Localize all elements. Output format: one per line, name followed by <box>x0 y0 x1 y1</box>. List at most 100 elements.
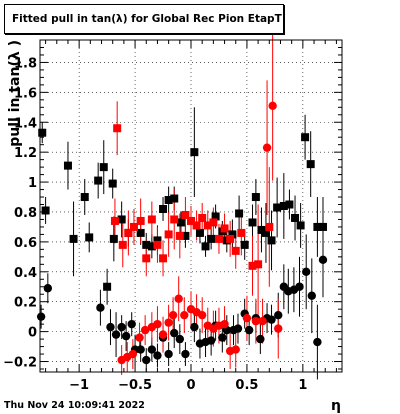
data-point-circle <box>168 310 178 320</box>
data-point-square <box>142 254 151 263</box>
data-point-square <box>285 200 294 209</box>
data-point-square <box>136 228 145 237</box>
data-point-square <box>136 216 145 225</box>
data-point-square <box>228 230 237 239</box>
data-point-square <box>211 212 220 221</box>
data-point-circle <box>153 351 162 360</box>
data-point-circle <box>158 330 168 339</box>
data-point-circle <box>197 310 207 320</box>
data-point-square <box>207 234 216 243</box>
data-point-square <box>291 213 300 222</box>
data-point-square <box>181 210 190 219</box>
data-point-circle <box>267 315 276 324</box>
data-point-circle <box>164 349 173 359</box>
title-box: Fitted pull in tan(λ) for Global Rec Pio… <box>4 4 284 34</box>
y-tick-label: 0.2 <box>14 296 37 311</box>
data-point-circle <box>313 337 322 347</box>
data-point-square <box>195 228 204 237</box>
data-point-square <box>159 204 168 213</box>
x-tick-label: −1 <box>69 378 89 393</box>
data-point-circle <box>96 303 105 312</box>
data-point-square <box>201 242 210 251</box>
data-point-circle <box>190 322 199 332</box>
y-tick-label: 0.8 <box>14 206 37 221</box>
data-point-circle <box>218 333 227 342</box>
data-point-square <box>261 228 270 237</box>
plot-frame <box>39 39 343 373</box>
data-point-circle <box>256 334 265 344</box>
chart-title: Fitted pull in tan(λ) for Global Rec Pio… <box>12 13 282 25</box>
data-point-circle <box>140 325 150 335</box>
data-point-square <box>240 240 249 249</box>
data-point-circle <box>318 255 328 265</box>
data-point-circle <box>231 345 240 354</box>
data-point-square <box>153 236 162 245</box>
data-point-circle <box>233 324 243 333</box>
data-point-circle <box>147 345 157 354</box>
y-tick-label: 1.4 <box>14 116 37 131</box>
data-point-circle <box>295 282 304 291</box>
data-point-circle <box>170 328 179 338</box>
data-point-square <box>164 230 173 239</box>
data-point-square <box>235 209 244 218</box>
data-point-square <box>181 231 190 240</box>
data-point-circle <box>206 336 216 345</box>
data-point-square <box>69 234 78 243</box>
data-point-square <box>237 228 246 237</box>
y-tick-label: 1.6 <box>14 86 37 101</box>
data-point-circle <box>121 331 131 341</box>
data-point-circle <box>136 345 145 354</box>
data-point-circle <box>111 330 121 339</box>
data-point-square <box>313 222 322 231</box>
data-point-circle <box>117 322 126 332</box>
data-point-square <box>124 228 133 237</box>
x-axis-label: η <box>331 398 341 414</box>
data-point-square <box>41 206 50 215</box>
data-point-square <box>170 194 179 203</box>
data-point-circle <box>268 101 277 111</box>
data-point-square <box>301 133 310 142</box>
data-point-square <box>267 236 276 245</box>
data-point-square <box>306 160 315 169</box>
data-point-circle <box>135 333 144 342</box>
data-point-square <box>265 222 274 231</box>
data-point-square <box>248 218 257 227</box>
data-point-square <box>147 215 156 224</box>
data-point-square <box>164 196 173 205</box>
data-point-square <box>279 202 288 210</box>
data-point-circle <box>274 310 283 320</box>
data-point-square <box>190 148 199 157</box>
data-point-square <box>129 222 138 231</box>
data-point-circle <box>274 324 283 333</box>
timestamp: Thu Nov 24 10:09:41 2022 <box>4 400 145 411</box>
data-point-circle <box>164 318 173 327</box>
data-point-circle <box>127 319 136 329</box>
data-point-square <box>192 221 201 230</box>
data-point-square <box>231 246 240 255</box>
x-tick-label: −0.5 <box>118 378 152 393</box>
data-point-square <box>214 234 223 243</box>
data-point-square <box>220 224 229 233</box>
data-point-square <box>257 225 266 234</box>
data-point-square <box>226 234 235 243</box>
data-point-circle <box>258 316 267 326</box>
data-point-circle <box>302 267 311 277</box>
data-point-square <box>103 282 112 291</box>
data-point-circle <box>142 355 151 365</box>
data-point-square <box>118 240 127 249</box>
data-point-square <box>203 221 212 230</box>
data-point-square <box>110 216 119 225</box>
x-tick-label: 0 <box>186 378 195 393</box>
data-point-square <box>254 260 263 269</box>
data-point-square <box>38 128 47 137</box>
data-point-circle <box>153 319 162 329</box>
data-point-circle <box>251 316 261 326</box>
data-point-circle <box>174 294 183 303</box>
data-point-circle <box>128 349 138 359</box>
data-point-circle <box>181 349 190 359</box>
data-point-square <box>175 231 184 240</box>
y-tick-label: 0.4 <box>14 266 37 281</box>
data-point-circle <box>180 310 189 320</box>
